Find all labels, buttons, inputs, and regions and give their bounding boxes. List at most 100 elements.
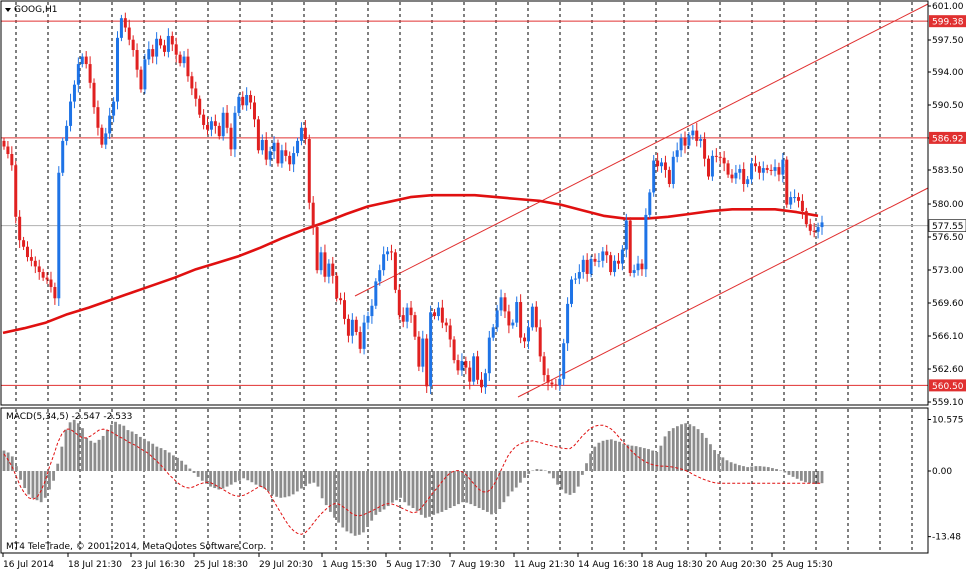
candle (225, 105, 229, 134)
candle-body (245, 94, 249, 106)
candle (393, 249, 397, 294)
macd-bar (539, 469, 543, 471)
candle (777, 162, 781, 182)
candle (10, 146, 14, 171)
candle (315, 223, 319, 274)
macd-bar (81, 428, 84, 471)
candle-body (264, 139, 268, 160)
candle-body (143, 59, 147, 90)
candle (757, 161, 761, 180)
macd-bar (651, 450, 655, 471)
candle (397, 284, 401, 320)
candle-body (499, 297, 503, 311)
candle-body (616, 260, 620, 264)
candle (573, 273, 577, 284)
candle (546, 368, 550, 391)
macd-bar (101, 435, 105, 471)
macd-bar (461, 471, 464, 503)
candle (624, 213, 628, 258)
macd-bar (725, 460, 729, 471)
candle (785, 156, 789, 208)
price-tick-label: 583.50 (932, 166, 964, 176)
macd-bar (353, 471, 357, 536)
current-price-label: 577.55 (932, 222, 964, 232)
macd-bar (593, 446, 597, 471)
time-tick-label: 14 Aug 16:30 (578, 560, 639, 570)
candle (660, 158, 664, 173)
candle-body (581, 259, 585, 273)
time-tick-label: 7 Aug 19:30 (450, 560, 505, 570)
candle (628, 217, 632, 277)
candle (773, 159, 777, 177)
candle-body (104, 133, 108, 145)
macd-bar (382, 471, 386, 510)
trend-channel (354, 3, 929, 398)
candle-body (155, 38, 159, 57)
candle-body (738, 168, 742, 173)
macd-bar (812, 471, 816, 484)
candle-body (699, 139, 703, 141)
candle-body (636, 263, 640, 271)
candle (112, 97, 116, 123)
macd-bar (52, 471, 55, 481)
candle (440, 299, 444, 329)
candle-body (781, 159, 785, 175)
candle (687, 131, 691, 149)
candle-body (22, 240, 26, 247)
candle-body (151, 49, 155, 57)
candle (296, 137, 300, 157)
macd-bar (428, 471, 431, 517)
candle (61, 137, 65, 177)
candle (550, 379, 554, 388)
macd-bar (196, 471, 200, 477)
horizontal-levels (1, 20, 928, 386)
copyright-text: MT4 TeleTrade, © 2001-2014, MetaQuotes S… (6, 542, 266, 552)
channel-upper-line (354, 3, 929, 297)
macd-bar (229, 471, 233, 485)
macd-bar (122, 425, 126, 471)
candle-body (284, 150, 288, 156)
candle-body (178, 54, 182, 64)
macd-bar (519, 471, 522, 483)
candle (699, 134, 703, 148)
candle-body (350, 319, 354, 336)
macd-bar (378, 471, 382, 512)
candle (166, 28, 170, 58)
candle-body (198, 98, 202, 115)
candle (601, 247, 605, 268)
menu-triangle-icon[interactable] (5, 8, 11, 12)
candle (303, 120, 307, 145)
candle (104, 127, 108, 150)
candle (738, 164, 742, 180)
time-axis: 16 Jul 2014 18 Jul 21:30 23 Jul 16:30 25 Ju… (2, 553, 833, 570)
macd-tick-label: 0.00 (932, 467, 952, 477)
candle-body (503, 297, 507, 312)
candle-body (460, 361, 464, 371)
candle (162, 39, 166, 57)
macd-bar (242, 471, 246, 479)
candle-body (761, 168, 765, 173)
candle (33, 256, 37, 274)
level-tag (929, 379, 966, 392)
macd-bar (729, 462, 733, 471)
macd-bar (114, 421, 117, 471)
candle (464, 356, 468, 375)
macd-bar (395, 471, 398, 501)
candle-body (370, 305, 374, 317)
candle (186, 48, 190, 82)
candle-body (671, 156, 675, 184)
macd-bar (258, 471, 262, 487)
candle (292, 146, 296, 173)
time-tick-label: 18 Jul 21:30 (68, 560, 122, 570)
candle (276, 139, 280, 167)
macd-bar (56, 463, 60, 471)
macd-bar (105, 430, 109, 471)
candle (476, 350, 480, 385)
macd-bar (589, 453, 593, 471)
candle (456, 354, 460, 375)
candle-body (225, 112, 229, 128)
candle-body (237, 96, 241, 113)
candle-body (229, 127, 233, 150)
macd-bar (217, 471, 221, 490)
